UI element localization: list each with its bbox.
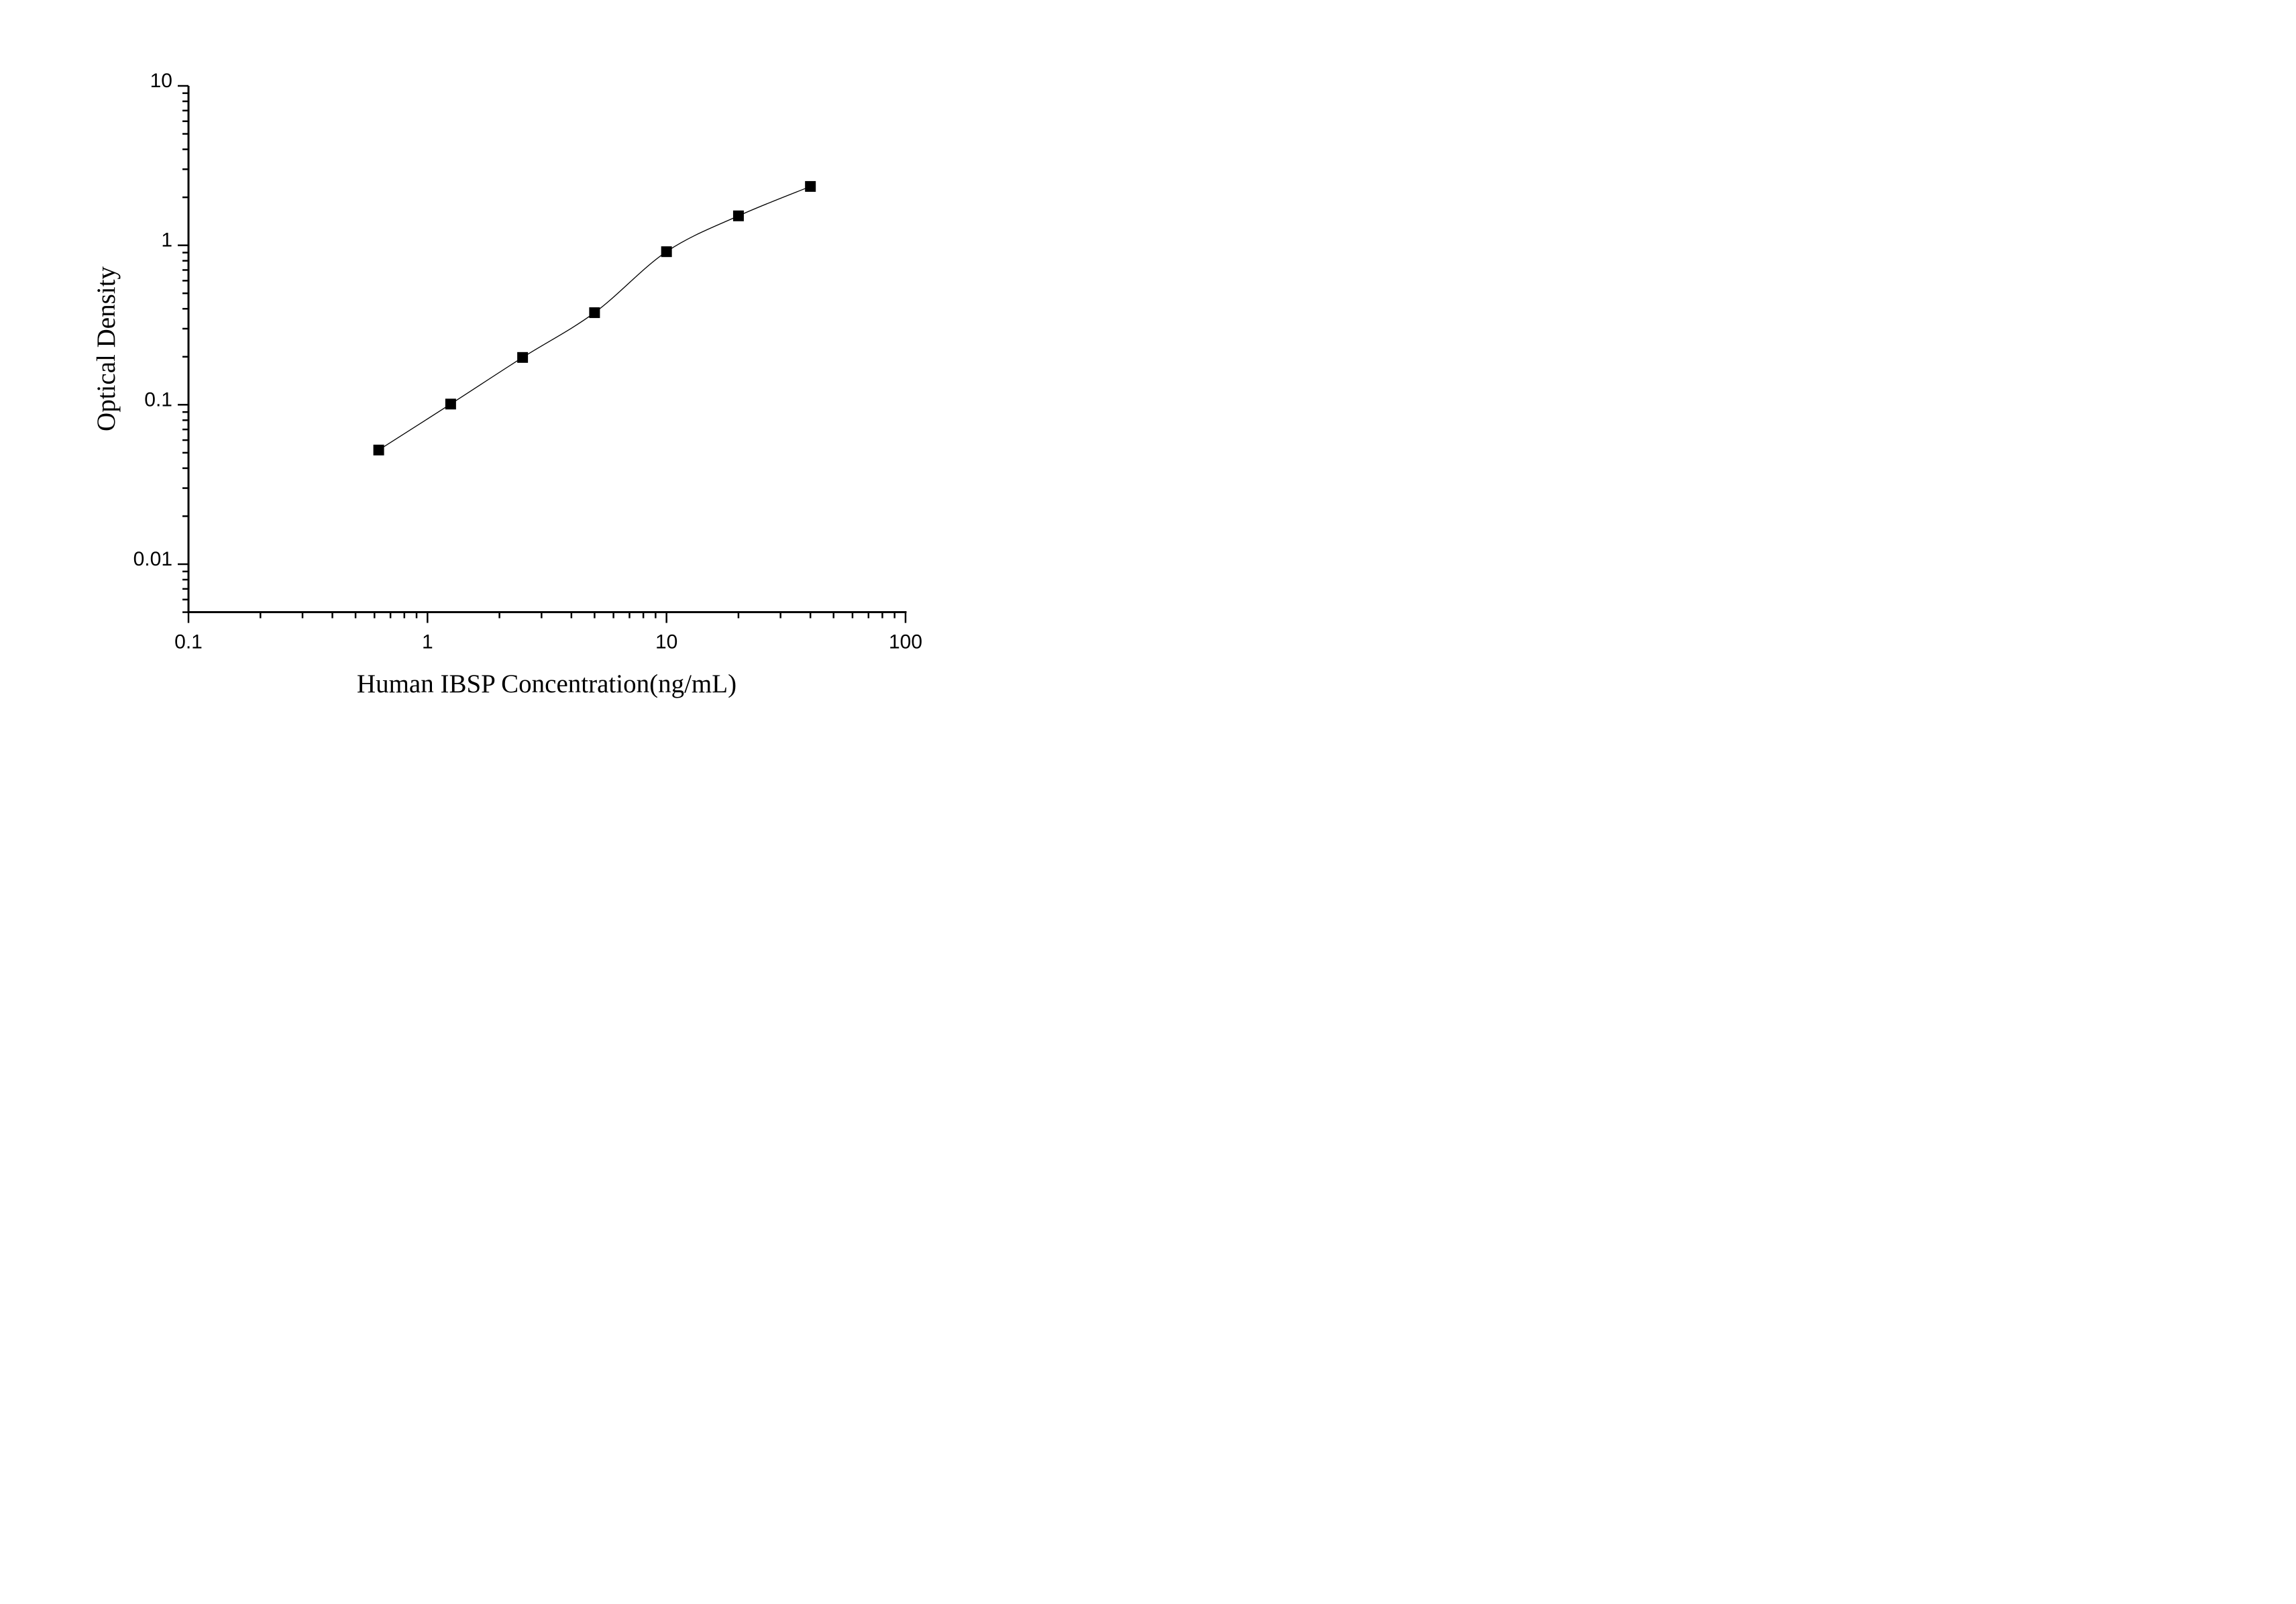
ticks: [178, 85, 907, 623]
data-point-marker: [517, 352, 529, 363]
data-point-marker: [805, 180, 816, 192]
y-tick-label: 0.1: [144, 388, 172, 411]
x-axis-title: Human IBSP Concentration(ng/mL): [357, 670, 736, 698]
data-point-marker: [732, 210, 744, 221]
data-point-marker: [661, 246, 672, 258]
data-point-marker: [589, 307, 600, 319]
x-tick-label: 100: [889, 631, 922, 653]
x-tick-label: 10: [655, 631, 677, 653]
data-point-marker: [445, 398, 456, 410]
fitted-curve: [378, 186, 811, 451]
axes: [187, 86, 907, 614]
data-markers: [373, 180, 816, 456]
y-axis-title: Optical Density: [92, 266, 121, 431]
x-tick-label: 1: [422, 631, 433, 653]
y-tick-label: 10: [150, 70, 172, 92]
x-tick-label: 0.1: [174, 631, 203, 653]
y-tick-label: 0.01: [133, 548, 172, 570]
y-tick-label: 1: [161, 229, 172, 252]
chart: 0.1 1 10 100 0.01 0.1 1 10 Human IBSP Concentra…: [92, 70, 922, 698]
tick-labels: 0.1 1 10 100 0.01 0.1 1 10: [133, 70, 922, 653]
data-point-marker: [373, 444, 384, 456]
